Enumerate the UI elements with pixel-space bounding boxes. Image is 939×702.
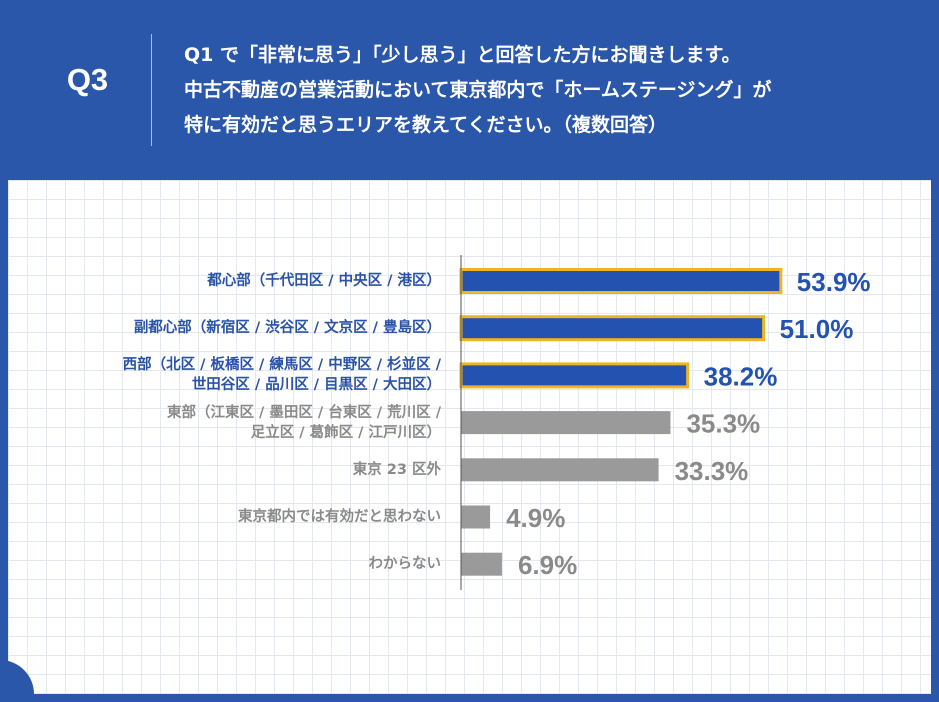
category-label: 東京都内では有効だと思わない: [238, 509, 441, 525]
category-label: 副都心部（新宿区 / 渋谷区 / 文京区 / 豊島区）: [133, 320, 441, 337]
category-label: 西部（北区 / 板橋区 / 練馬区 / 中野区 / 杉並区 / 世田谷区 / 品…: [122, 357, 441, 394]
category-label: 東京 23 区外: [352, 461, 441, 478]
value-label: 6.9%: [518, 550, 577, 580]
value-label: 38.2%: [704, 361, 778, 391]
divider: [151, 34, 152, 146]
bar: [461, 552, 502, 576]
value-label: 35.3%: [686, 409, 760, 439]
value-label: 33.3%: [675, 456, 749, 486]
bar: [461, 505, 491, 529]
value-label: 53.9%: [797, 267, 871, 297]
value-label: 4.9%: [506, 503, 565, 533]
question-text: Q1 で「非常に思う」「少し思う」と回答した方にお聞きします。 中古不動産の営業…: [184, 44, 772, 136]
question-number: Q3: [66, 62, 109, 97]
category-label: 東部（江東区 / 墨田区 / 台東区 / 荒川区 / 足立区 / 葛飾区 / 江…: [166, 404, 441, 441]
chart-panel: [8, 180, 931, 694]
bar: [461, 411, 671, 435]
value-label: 51.0%: [780, 314, 854, 344]
bar: [461, 458, 659, 482]
category-label: わからない: [368, 556, 442, 573]
category-label: 都心部（千代田区 / 中央区 / 港区）: [207, 273, 441, 289]
